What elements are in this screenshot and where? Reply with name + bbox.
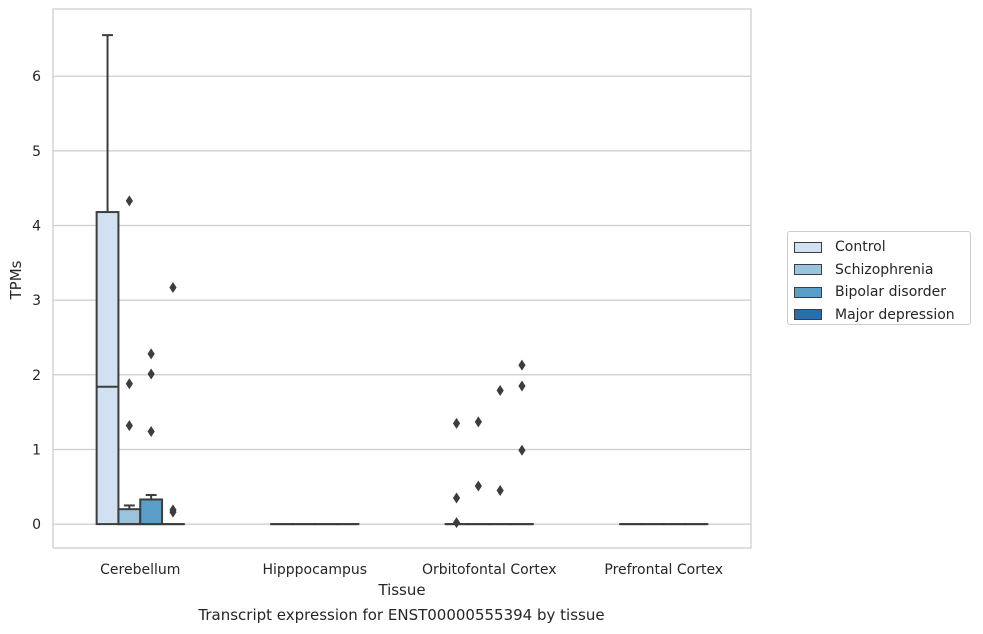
chart-caption: Transcript expression for ENST0000055539…: [198, 606, 605, 624]
outlier-point: [496, 485, 504, 497]
outlier-point: [125, 420, 133, 432]
outlier-point: [169, 281, 177, 293]
y-tick-label: 4: [32, 218, 41, 234]
y-tick-label: 5: [32, 144, 41, 160]
outlier-point: [169, 506, 177, 518]
legend: Control Schizophrenia Bipolar disorder Majo…: [787, 231, 971, 325]
y-tick-labels: 0 1 2 3 4 5 6: [32, 69, 41, 533]
outlier-point: [147, 426, 155, 438]
outlier-point: [452, 517, 461, 529]
y-tick-label: 6: [32, 69, 41, 85]
outlier-point: [452, 492, 461, 504]
box: [117, 508, 142, 526]
legend-item: Major depression: [794, 304, 970, 327]
legend-label: Bipolar disorder: [835, 284, 947, 301]
x-tick-label: Orbitofontal Cortex: [422, 562, 557, 578]
y-tick-label: 3: [32, 293, 41, 309]
outlier-point: [474, 480, 482, 492]
x-tick-labels: Cerebellum Hipppocampus Orbitofontal Corte…: [100, 562, 723, 578]
x-axis-label: Tissue: [377, 581, 425, 599]
y-axis-label: TPMs: [7, 260, 25, 300]
outlier-point: [125, 378, 133, 390]
x-tick-label: Prefrontal Cortex: [604, 562, 723, 578]
legend-label: Control: [835, 239, 886, 256]
legend-item: Bipolar disorder: [794, 281, 970, 304]
x-tick-label: Cerebellum: [100, 562, 180, 578]
legend-swatch: [794, 309, 822, 321]
outlier-point: [518, 359, 526, 371]
box: [95, 211, 120, 526]
box: [139, 498, 164, 526]
box-plot-marks: [95, 34, 709, 529]
y-tick-label: 1: [32, 442, 41, 458]
outlier-point: [147, 348, 155, 360]
legend-label: Major depression: [835, 306, 955, 323]
y-tick-label: 0: [32, 517, 41, 533]
outlier-point: [474, 416, 482, 428]
legend-swatch: [794, 241, 822, 253]
legend-label: Schizophrenia: [835, 261, 934, 278]
legend-swatch: [794, 286, 822, 298]
outlier-point: [452, 417, 461, 429]
outlier-point: [518, 380, 526, 392]
outlier-point: [496, 384, 504, 396]
legend-item: Control: [794, 236, 970, 259]
plot-frame: [52, 8, 752, 549]
y-tick-label: 2: [32, 368, 41, 384]
x-tick-label: Hipppocampus: [262, 562, 367, 578]
legend-swatch: [794, 264, 822, 276]
outlier-point: [518, 444, 526, 456]
gridlines: [53, 75, 751, 525]
legend-item: Schizophrenia: [794, 259, 970, 282]
outlier-point: [147, 368, 155, 380]
outlier-point: [125, 195, 133, 207]
